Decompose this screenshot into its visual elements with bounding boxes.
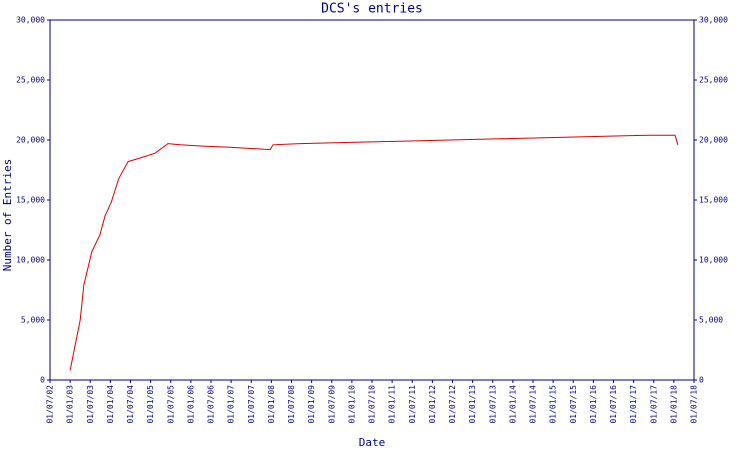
x-tick-label: 01/07/06 bbox=[207, 385, 216, 424]
x-tick-label: 01/07/14 bbox=[529, 385, 538, 424]
x-tick-label: 01/01/12 bbox=[428, 385, 437, 424]
x-tick-label: 01/01/17 bbox=[629, 385, 638, 424]
x-tick-label: 01/01/16 bbox=[589, 385, 598, 424]
x-tick-label: 01/07/15 bbox=[569, 385, 578, 424]
x-tick-label: 01/01/08 bbox=[267, 385, 276, 424]
x-tick-label: 01/07/10 bbox=[368, 385, 377, 424]
x-tick-label: 01/01/04 bbox=[106, 385, 115, 424]
x-tick-label: 01/07/05 bbox=[166, 385, 175, 424]
y-tick-label: 25,000 bbox=[16, 76, 45, 85]
y2-tick-label: 10,000 bbox=[699, 256, 728, 265]
x-tick-label: 01/01/05 bbox=[146, 385, 155, 424]
y-tick-label: 10,000 bbox=[16, 256, 45, 265]
x-tick-label: 01/01/13 bbox=[468, 385, 477, 424]
x-tick-label: 01/07/09 bbox=[327, 385, 336, 424]
x-tick-label: 01/07/13 bbox=[488, 385, 497, 424]
chart-title: DCS's entries bbox=[321, 2, 423, 17]
x-tick-label: 01/07/18 bbox=[690, 385, 699, 424]
y-tick-label: 20,000 bbox=[16, 136, 45, 145]
x-tick-label: 01/07/04 bbox=[126, 385, 135, 424]
x-tick-label: 01/01/10 bbox=[347, 385, 356, 424]
y2-tick-label: 15,000 bbox=[699, 196, 728, 205]
x-tick-label: 01/01/14 bbox=[508, 385, 517, 424]
x-tick-label: 01/01/03 bbox=[66, 385, 75, 424]
x-tick-label: 01/07/03 bbox=[86, 385, 95, 424]
y-tick-label: 0 bbox=[40, 376, 45, 385]
x-tick-label: 01/07/11 bbox=[408, 385, 417, 424]
plot-frame bbox=[49, 19, 695, 381]
x-tick-label: 01/01/06 bbox=[186, 385, 195, 424]
x-axis-label: Date bbox=[359, 436, 386, 449]
y2-tick-label: 25,000 bbox=[699, 76, 728, 85]
x-tick-label: 01/01/15 bbox=[549, 385, 558, 424]
y2-tick-label: 30,000 bbox=[699, 16, 728, 25]
x-tick-label: 01/07/17 bbox=[649, 385, 658, 424]
x-tick-label: 01/07/02 bbox=[46, 385, 55, 424]
y-tick-label: 30,000 bbox=[16, 16, 45, 25]
y-tick-label: 15,000 bbox=[16, 196, 45, 205]
x-tick-label: 01/07/08 bbox=[287, 385, 296, 424]
x-tick-label: 01/01/11 bbox=[388, 385, 397, 424]
y-tick-label: 5,000 bbox=[21, 316, 45, 325]
y2-tick-label: 0 bbox=[699, 376, 704, 385]
y2-tick-label: 5,000 bbox=[699, 316, 723, 325]
x-tick-label: 01/01/09 bbox=[307, 385, 316, 424]
y2-tick-label: 20,000 bbox=[699, 136, 728, 145]
x-tick-label: 01/07/12 bbox=[448, 385, 457, 424]
x-tick-label: 01/01/18 bbox=[669, 385, 678, 424]
x-tick-label: 01/07/16 bbox=[609, 385, 618, 424]
data-line bbox=[69, 134, 679, 371]
x-tick-label: 01/01/07 bbox=[227, 385, 236, 424]
y-axis-label: Number of Entries bbox=[1, 159, 14, 272]
x-tick-label: 01/07/07 bbox=[247, 385, 256, 424]
